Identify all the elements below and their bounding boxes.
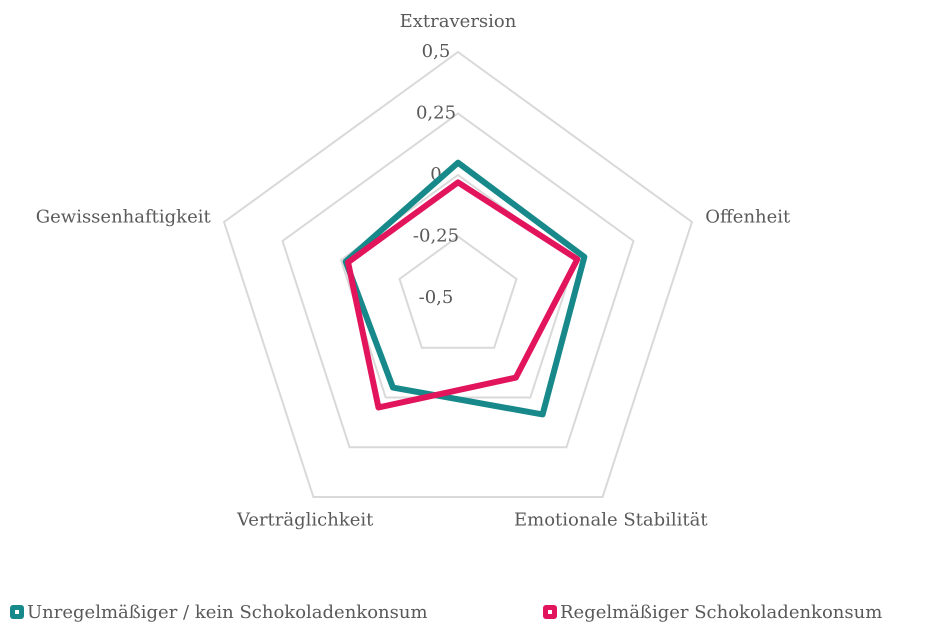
category-label: Offenheit	[705, 207, 791, 228]
grid-ring	[222, 50, 694, 499]
axis-tick-label: 0,25	[416, 103, 456, 124]
legend-swatch-inner	[548, 610, 552, 614]
category-label: Emotionale Stabilität	[514, 509, 708, 530]
category-label: Extraversion	[400, 11, 517, 32]
legend-label: Unregelmäßiger / kein Schokoladenkonsum	[27, 602, 428, 623]
grid-ring	[339, 173, 577, 399]
grid-ring	[281, 112, 635, 449]
category-label: Verträglichkeit	[236, 509, 374, 530]
axis-tick-label: 0	[430, 164, 441, 185]
axis-tick-label: -0,5	[419, 287, 454, 308]
series-line	[345, 179, 581, 411]
category-label: Gewissenhaftigkeit	[36, 207, 212, 228]
axis-tick-label: 0,5	[422, 41, 451, 62]
axis-tick-label: -0,25	[413, 226, 459, 247]
legend-swatch-inner	[15, 610, 19, 614]
legend-label: Regelmäßiger Schokoladenkonsum	[560, 602, 882, 623]
grid-ring	[398, 235, 518, 349]
series-line	[342, 159, 588, 418]
